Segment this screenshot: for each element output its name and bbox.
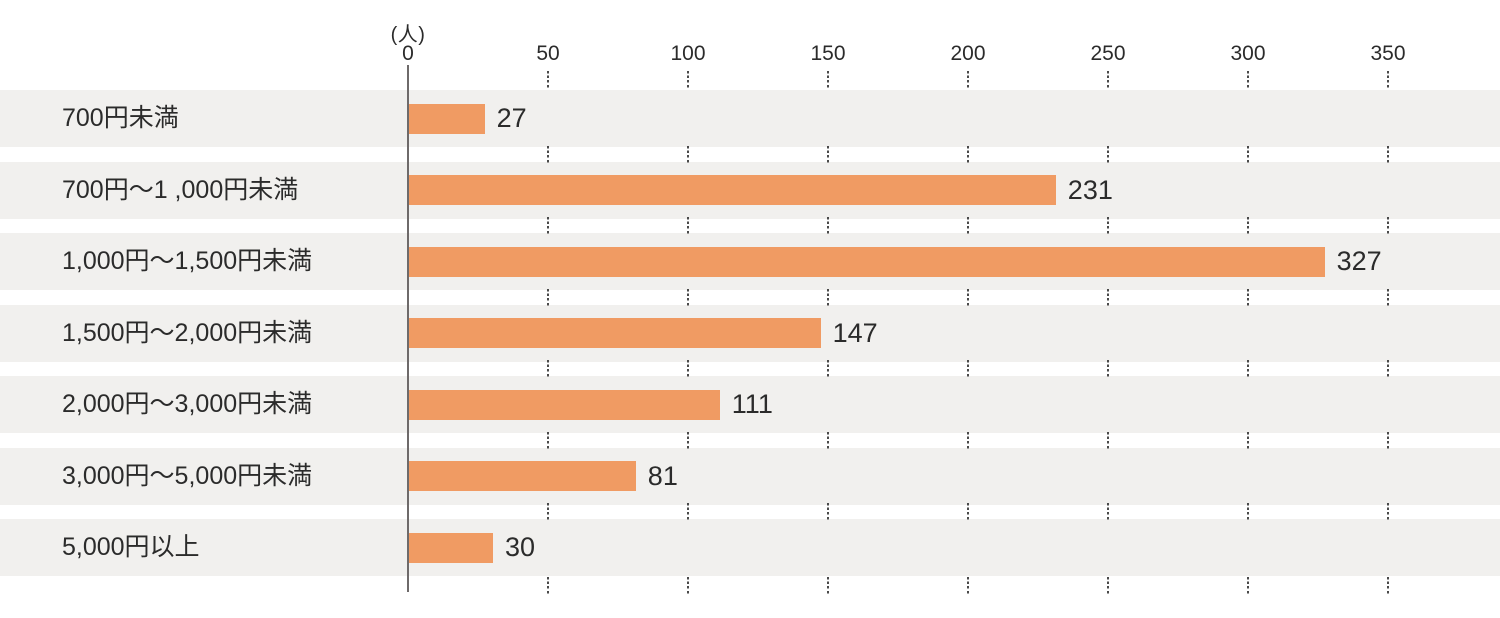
grid-dot-segment xyxy=(1387,145,1389,163)
value-label: 81 xyxy=(647,460,678,491)
category-label: 700円未満 xyxy=(62,104,179,132)
zero-axis-line xyxy=(407,65,409,592)
grid-dot-segment xyxy=(547,360,549,377)
category-label: 700円～1 ,000円未満 xyxy=(62,175,299,204)
chart-row: 1,000円～1,500円未満 327 xyxy=(0,233,1500,290)
category-label: 3,000円～5,000円未満 xyxy=(62,461,313,490)
chart-row: 3,000円～5,000円未満 81 xyxy=(0,447,1500,505)
value-label: 111 xyxy=(731,389,773,419)
grid-dot-segment xyxy=(967,360,969,377)
bar xyxy=(409,532,493,563)
grid-dot-segment xyxy=(687,217,689,234)
grid-dot-segment xyxy=(687,360,689,377)
grid-dot-segment xyxy=(1247,577,1249,594)
chart-row: 5,000円以上 30 xyxy=(0,519,1500,576)
chart-row: 2,000円～3,000円未満 111 xyxy=(0,376,1500,433)
grid-dot-segment xyxy=(687,71,689,88)
grid-dot-segment xyxy=(1107,503,1109,520)
grid-dot-segment xyxy=(827,577,829,594)
chart-row: 1,500円～2,000円未満 147 xyxy=(0,304,1500,362)
bar xyxy=(409,246,1325,277)
grid-dot-segment xyxy=(1107,577,1109,594)
grid-dot-segment xyxy=(1387,71,1389,88)
grid-dot-segment xyxy=(1387,431,1389,449)
grid-dot-segment xyxy=(827,360,829,377)
category-label: 2,000円～3,000円未満 xyxy=(62,390,313,418)
value-label: 147 xyxy=(832,317,878,348)
grid-dot-segment xyxy=(687,431,689,449)
grid-dot-segment xyxy=(967,431,969,449)
grid-dot-segment xyxy=(967,288,969,306)
grid-dot-segment xyxy=(1387,503,1389,520)
grid-dot-segment xyxy=(1107,217,1109,234)
grid-dot-segment xyxy=(827,288,829,306)
grid-dot-segment xyxy=(547,577,549,594)
grid-dot-segment xyxy=(547,503,549,520)
grid-dot-segment xyxy=(1107,431,1109,449)
grid-dot-segment xyxy=(687,503,689,520)
grid-dot-segment xyxy=(687,288,689,306)
grid-dot-segment xyxy=(547,288,549,306)
grid-dot-segment xyxy=(967,217,969,234)
category-label: 1,000円～1,500円未満 xyxy=(62,247,313,275)
grid-dot-segment xyxy=(827,217,829,234)
grid-dot-segment xyxy=(1107,360,1109,377)
bar xyxy=(409,103,485,134)
grid-dot-segment xyxy=(827,145,829,163)
grid-dot-segment xyxy=(827,503,829,520)
bar xyxy=(409,389,720,420)
x-axis-tick-label: 50 xyxy=(536,42,560,65)
value-label: 231 xyxy=(1067,174,1113,205)
category-label: 5,000円以上 xyxy=(62,533,200,561)
value-label: 327 xyxy=(1336,246,1382,276)
grid-dot-segment xyxy=(1247,431,1249,449)
grid-dot-segment xyxy=(1387,360,1389,377)
grid-dot-segment xyxy=(547,431,549,449)
grid-dot-segment xyxy=(967,145,969,163)
value-label: 30 xyxy=(505,532,536,562)
x-axis-tick-label: 250 xyxy=(1090,42,1126,65)
grid-dot-segment xyxy=(1387,577,1389,594)
grid-dot-segment xyxy=(827,431,829,449)
grid-dot-segment xyxy=(1107,288,1109,306)
grid-dot-segment xyxy=(687,577,689,594)
grid-dot-segment xyxy=(547,145,549,163)
grid-dot-segment xyxy=(1107,145,1109,163)
x-axis-tick-label: 350 xyxy=(1370,42,1406,65)
grid-dot-segment xyxy=(1247,145,1249,163)
grid-dot-segment xyxy=(1247,288,1249,306)
grid-dot-segment xyxy=(967,503,969,520)
x-axis-tick-label: 100 xyxy=(670,42,706,65)
grid-dot-segment xyxy=(1387,288,1389,306)
bar xyxy=(409,461,636,491)
value-label: 27 xyxy=(496,103,527,133)
grid-dot-segment xyxy=(1247,71,1249,88)
grid-dot-segment xyxy=(547,217,549,234)
grid-dot-segment xyxy=(1247,217,1249,234)
x-axis-tick-label: 300 xyxy=(1230,42,1266,65)
x-axis-tick-label: 150 xyxy=(810,42,846,65)
grid-dot-segment xyxy=(1247,360,1249,377)
x-axis-tick-label: 0 xyxy=(402,42,414,65)
grid-dot-segment xyxy=(687,145,689,163)
chart-row: 700円～1 ,000円未満 231 xyxy=(0,161,1500,219)
grid-dot-segment xyxy=(1107,71,1109,88)
category-label: 1,500円～2,000円未満 xyxy=(62,318,313,347)
chart-row: 700円未満 27 xyxy=(0,90,1500,147)
x-axis-tick-label: 200 xyxy=(950,42,986,65)
grid-dot-segment xyxy=(547,71,549,88)
grid-dot-segment xyxy=(1387,217,1389,234)
grid-dot-segment xyxy=(967,71,969,88)
grid-dot-segment xyxy=(827,71,829,88)
grid-dot-segment xyxy=(967,577,969,594)
bar xyxy=(409,175,1056,205)
axis-unit-label: (人) xyxy=(390,24,426,46)
grid-dot-segment xyxy=(1247,503,1249,520)
bar xyxy=(409,318,821,348)
